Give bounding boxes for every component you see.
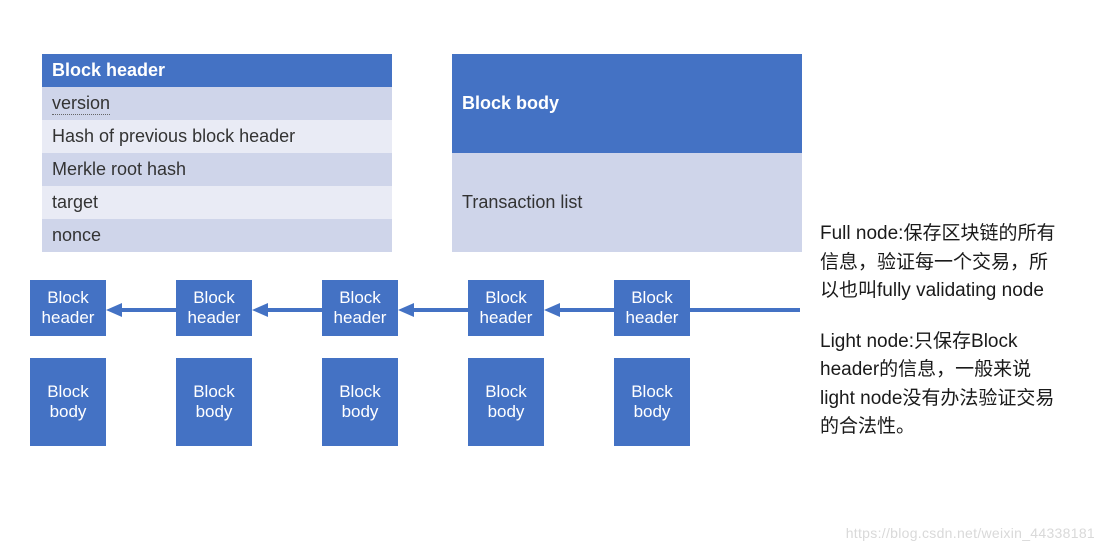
chain-block-body: Block body [468,358,544,446]
chain-block: Block header Block body [322,280,398,446]
chain-block: Block header Block body [468,280,544,446]
chain-arrow [398,282,468,444]
block-body-table: Block body Transaction list [452,54,802,252]
tables-row: Block header version Hash of previous bl… [42,54,802,252]
chain-block-header: Block header [322,280,398,336]
header-row-merkle: Merkle root hash [42,153,392,186]
chain-arrow [544,282,614,444]
watermark: https://blog.csdn.net/weixin_44338181 [846,525,1095,541]
chain-block: Block header Block body [30,280,106,446]
chain-block-body: Block body [176,358,252,446]
note-light-node: Light node:只保存Block header的信息，一般来说light … [820,328,1060,442]
chain-block: Block header Block body [614,280,690,446]
header-row-target: target [42,186,392,219]
node-notes: Full node:保存区块链的所有信息，验证每一个交易，所以也叫fully v… [820,220,1060,464]
chain-tail-line [690,282,800,444]
arrow-left-icon [106,282,176,338]
blockchain-chain: Block headerBlock body Block headerBlock… [30,280,800,446]
chain-block-body: Block body [322,358,398,446]
chain-arrow [106,282,176,444]
header-row-prevhash: Hash of previous block header [42,120,392,153]
chain-block-header: Block header [176,280,252,336]
arrow-left-icon [544,282,614,338]
block-header-table: Block header version Hash of previous bl… [42,54,392,252]
note-full-node: Full node:保存区块链的所有信息，验证每一个交易，所以也叫fully v… [820,220,1060,306]
chain-block: Block header Block body [176,280,252,446]
chain-arrow [252,282,322,444]
line-icon [690,282,800,338]
chain-block-header: Block header [614,280,690,336]
header-row-version: version [42,87,392,120]
arrow-left-icon [252,282,322,338]
chain-block-header: Block header [30,280,106,336]
arrow-left-icon [398,282,468,338]
chain-block-body: Block body [30,358,106,446]
body-row-txlist: Transaction list [452,153,802,252]
block-body-table-title: Block body [452,54,802,153]
block-header-table-title: Block header [42,54,392,87]
header-row-nonce: nonce [42,219,392,252]
chain-block-header: Block header [468,280,544,336]
chain-block-body: Block body [614,358,690,446]
